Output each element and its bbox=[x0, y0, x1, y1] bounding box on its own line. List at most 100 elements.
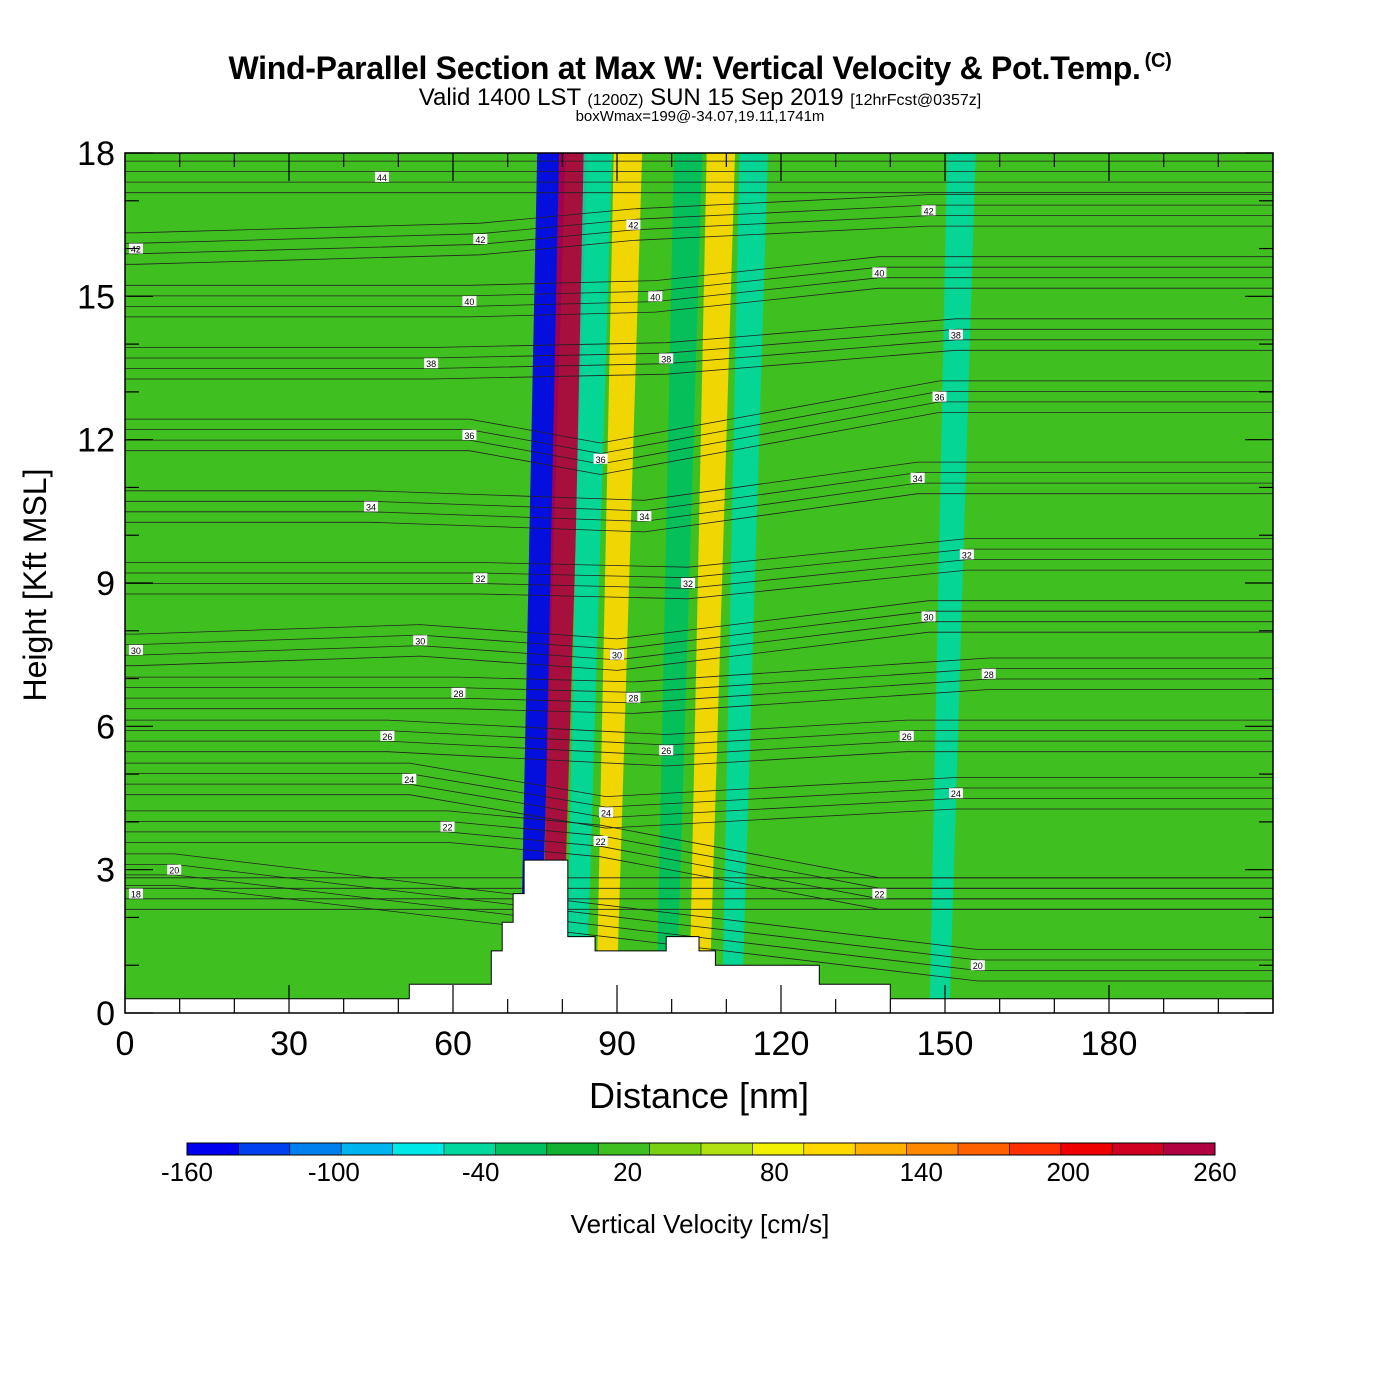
theta-label-text: 20 bbox=[973, 961, 983, 971]
theta-label-text: 20 bbox=[169, 866, 179, 876]
colorbar-tick-label: 80 bbox=[760, 1157, 789, 1187]
theta-label-box bbox=[659, 745, 674, 756]
theta-label-box bbox=[402, 773, 417, 784]
colorbar-swatch bbox=[906, 1143, 959, 1155]
theta-contour-26 bbox=[125, 719, 1273, 735]
theta-label-28: 26 bbox=[659, 745, 674, 756]
chart-title-text: Wind-Parallel Section at Max W: Vertical… bbox=[228, 50, 1141, 86]
theta-contour-34 bbox=[125, 482, 1273, 522]
theta-label-text: 44 bbox=[377, 173, 387, 183]
x-tick-label: 60 bbox=[434, 1025, 472, 1063]
colorbar-tick-label: 140 bbox=[900, 1157, 943, 1187]
colorbar-swatch bbox=[289, 1143, 342, 1155]
velocity-band-0 bbox=[519, 153, 566, 1013]
theta-label-box bbox=[659, 353, 674, 364]
theta-label-box bbox=[462, 296, 477, 307]
theta-label-8: 38 bbox=[424, 358, 439, 369]
theta-contour-22 bbox=[125, 842, 1273, 910]
theta-contour-32 bbox=[125, 569, 1273, 600]
terrain bbox=[124, 859, 1274, 1014]
theta-contour-38 bbox=[125, 339, 1273, 369]
theta-label-box bbox=[593, 836, 608, 846]
theta-label-text: 22 bbox=[596, 837, 606, 847]
plot-background bbox=[125, 153, 1273, 1013]
colorbar-swatch bbox=[238, 1143, 291, 1155]
theta-label-text: 22 bbox=[874, 890, 884, 900]
theta-contour-28 bbox=[125, 678, 1273, 704]
copyright-mark: (C) bbox=[1144, 50, 1172, 73]
valid-utc: (1200Z) bbox=[587, 92, 644, 109]
theta-contour-20 bbox=[125, 885, 1273, 982]
theta-label-22: 30 bbox=[610, 649, 624, 661]
theta-label-12: 36 bbox=[593, 453, 608, 465]
theta-label-text: 18 bbox=[131, 890, 141, 900]
theta-label-32: 24 bbox=[948, 788, 963, 799]
plot-frame bbox=[124, 152, 1274, 1014]
theta-label-29: 26 bbox=[899, 730, 914, 742]
theta-label-26: 28 bbox=[981, 668, 996, 680]
theta-contour-36 bbox=[125, 412, 1273, 475]
colorbar-label: Vertical Velocity [cm/s] bbox=[571, 1209, 830, 1239]
theta-contour-30 bbox=[125, 631, 1273, 671]
theta-label-1: 42 bbox=[128, 243, 143, 255]
theta-label-25: 28 bbox=[626, 692, 641, 704]
colorbar-swatch bbox=[1112, 1143, 1165, 1155]
theta-label-17: 32 bbox=[473, 573, 488, 584]
theta-label-23: 30 bbox=[921, 611, 936, 622]
theta-label-7: 40 bbox=[872, 267, 887, 278]
theta-label-2: 42 bbox=[473, 234, 488, 245]
velocity-band-6 bbox=[689, 153, 736, 1013]
theta-label-text: 40 bbox=[650, 292, 660, 302]
velocity-band-2 bbox=[566, 153, 613, 1013]
theta-contours bbox=[125, 160, 1273, 982]
theta-label-21: 30 bbox=[413, 635, 428, 646]
colorbar-swatch bbox=[495, 1143, 548, 1155]
theta-contour-20 bbox=[125, 864, 1273, 961]
velocity-band-5 bbox=[656, 153, 703, 1013]
y-tick-label: 18 bbox=[77, 135, 115, 173]
valid-time: Valid 1400 LST bbox=[418, 84, 581, 111]
theta-contour-36 bbox=[125, 380, 1273, 444]
theta-label-box bbox=[128, 888, 143, 899]
theta-label-5: 40 bbox=[462, 296, 477, 307]
theta-contour-42 bbox=[125, 204, 1273, 244]
theta-label-box bbox=[899, 730, 914, 741]
colorbar-swatch bbox=[752, 1143, 805, 1155]
theta-contour-20 bbox=[125, 853, 1273, 950]
theta-contour-40 bbox=[125, 266, 1273, 297]
theta-label-text: 38 bbox=[661, 354, 671, 364]
theta-label-text: 36 bbox=[464, 431, 474, 441]
x-axis-label: Distance [nm] bbox=[589, 1075, 809, 1116]
theta-label-box bbox=[648, 291, 663, 302]
theta-label-box bbox=[626, 219, 641, 230]
theta-label-text: 42 bbox=[924, 206, 934, 216]
theta-contour-22 bbox=[125, 821, 1273, 889]
velocity-band-1 bbox=[541, 153, 588, 1013]
theta-label-text: 34 bbox=[913, 474, 923, 484]
theta-contour-40 bbox=[125, 277, 1273, 307]
x-tick-label: 30 bbox=[270, 1025, 308, 1063]
x-tick-label: 0 bbox=[116, 1025, 135, 1063]
theta-contour-34 bbox=[125, 493, 1273, 533]
y-tick-label: 9 bbox=[96, 565, 115, 603]
theta-contour-30 bbox=[125, 610, 1273, 650]
y-tick-label: 6 bbox=[96, 708, 115, 746]
theta-contour-32 bbox=[125, 548, 1273, 579]
theta-label-text: 30 bbox=[924, 612, 934, 622]
theta-label-box bbox=[374, 171, 389, 182]
theta-contour-26 bbox=[125, 730, 1273, 746]
theta-label-box bbox=[610, 649, 624, 660]
y-axis-label: Height [Kft MSL] bbox=[17, 469, 53, 702]
theta-label-14: 34 bbox=[364, 501, 378, 513]
theta-label-16: 34 bbox=[910, 472, 925, 484]
theta-label-6: 40 bbox=[648, 291, 663, 302]
theta-label-box bbox=[380, 730, 395, 741]
theta-label-box bbox=[128, 243, 143, 254]
theta-contour-34 bbox=[125, 472, 1273, 512]
theta-label-box bbox=[462, 429, 477, 440]
x-tick-label: 90 bbox=[598, 1025, 636, 1063]
colorbar-swatch bbox=[1009, 1143, 1062, 1155]
colorbar-swatch bbox=[701, 1143, 753, 1155]
theta-contour-24 bbox=[125, 794, 1273, 829]
